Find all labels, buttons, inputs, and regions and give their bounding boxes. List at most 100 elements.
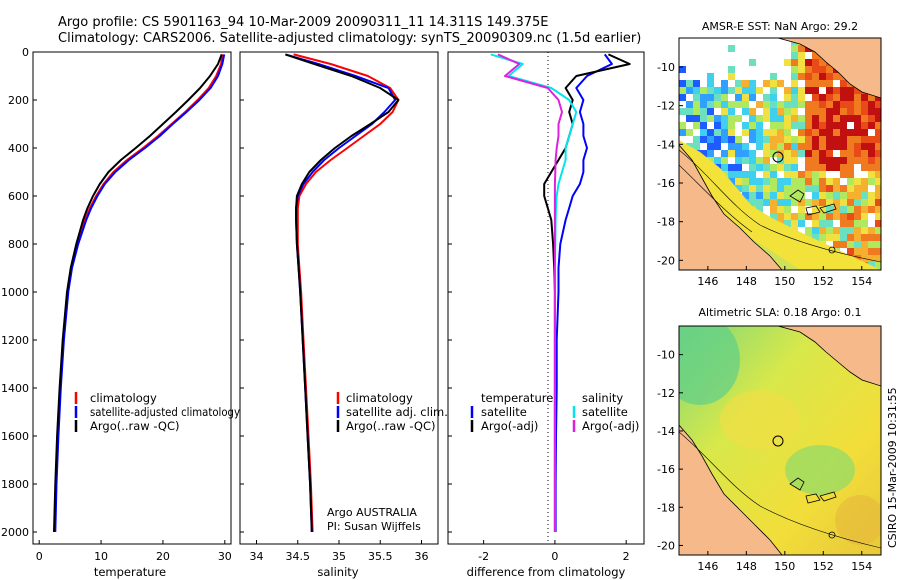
sst-cell [756, 157, 763, 164]
sst-cell [756, 143, 763, 150]
sst-cell [854, 234, 861, 241]
sst-cell [693, 115, 700, 122]
sst-cell [700, 150, 707, 157]
sst-cell [805, 115, 812, 122]
legend-label-argo: Argo(..raw -QC) [90, 419, 180, 433]
sst-cell [819, 164, 826, 171]
sst-cell [735, 80, 742, 87]
sst-cell [742, 192, 749, 199]
sst-cell [798, 66, 805, 73]
sst-cell [749, 171, 756, 178]
sst-cell [826, 164, 833, 171]
sst-cell [819, 199, 826, 206]
sst-cell [847, 199, 854, 206]
sst-cell [833, 234, 840, 241]
sst-cell [784, 150, 791, 157]
lat-tick-label: -16 [657, 463, 675, 476]
sst-cell [819, 101, 826, 108]
lon-tick-label: 152 [813, 275, 834, 288]
sst-cell [861, 136, 868, 143]
sst-cell [840, 227, 847, 234]
sst-cell [840, 87, 847, 94]
sst-cell [721, 164, 728, 171]
sst-cell [728, 171, 735, 178]
sst-cell [798, 136, 805, 143]
sst-cell [805, 122, 812, 129]
sst-cell [833, 199, 840, 206]
sst-cell [721, 87, 728, 94]
sst-cell [812, 101, 819, 108]
sst-cell [721, 157, 728, 164]
sst-cell [770, 164, 777, 171]
sst-cell [861, 122, 868, 129]
reef-outlines [789, 477, 837, 504]
sst-cell [756, 164, 763, 171]
x-tick-label: 0 [36, 550, 43, 563]
sst-cell [791, 108, 798, 115]
lon-tick-label: 150 [774, 560, 795, 573]
sst-cell [777, 206, 784, 213]
sst-cell [735, 143, 742, 150]
lon-tick-label: 154 [851, 560, 872, 573]
sst-cell [791, 66, 798, 73]
depth-tick-label: 1600 [1, 430, 29, 443]
sst-cell [819, 73, 826, 80]
sst-cell [798, 129, 805, 136]
sst-cell [700, 101, 707, 108]
sst-cell [749, 199, 756, 206]
sst-cell [770, 206, 777, 213]
temperature-xlabel: temperature [94, 565, 166, 579]
sst-cell [707, 115, 714, 122]
sst-cell [777, 80, 784, 87]
temperature-profiles [53, 54, 226, 533]
sst-cell [826, 94, 833, 101]
sst-cell [826, 150, 833, 157]
legend-title-temperature: temperature [481, 391, 553, 405]
sst-cell [847, 192, 854, 199]
sst-cell [686, 129, 693, 136]
x-tick-label: 35 [332, 550, 346, 563]
sst-cell [854, 122, 861, 129]
sst-cell [770, 73, 777, 80]
sst-map [679, 38, 881, 270]
sst-cell [826, 115, 833, 122]
x-tick-label: 36 [415, 550, 429, 563]
sst-cell [833, 101, 840, 108]
sla-high-blob [835, 495, 881, 545]
x-tick-label: -2 [478, 550, 489, 563]
sst-cell [777, 192, 784, 199]
sst-cell [875, 213, 881, 220]
sst-cell [840, 192, 847, 199]
depth-tick-labels: 0 200 400 600 800 1000 1200 1400 1600 1800 2000 [1, 46, 452, 539]
sst-cell [679, 87, 686, 94]
sst-cell [784, 199, 791, 206]
sst-cell [868, 122, 875, 129]
sst-cell [868, 150, 875, 157]
lat-tick-label: -12 [657, 387, 675, 400]
sst-cell [777, 101, 784, 108]
sla-low-blob [785, 445, 855, 495]
sst-cell [826, 220, 833, 227]
sst-cell [854, 255, 861, 262]
sst-cell [791, 122, 798, 129]
sst-cell [840, 150, 847, 157]
sst-cell [784, 101, 791, 108]
sst-cell [840, 241, 847, 248]
sst-cell [763, 101, 770, 108]
sst-cell [840, 136, 847, 143]
legend-label-sal-satellite: satellite [582, 405, 628, 419]
sst-cell [875, 108, 881, 115]
sla-lon-ticks: 146 148 150 152 154 [697, 551, 872, 573]
sst-cell [756, 178, 763, 185]
sst-cell [700, 122, 707, 129]
lon-tick-label: 146 [697, 275, 718, 288]
sst-cell [714, 94, 721, 101]
sst-cell [742, 150, 749, 157]
salinity-xlabel: salinity [317, 565, 358, 579]
sst-cell [693, 136, 700, 143]
sst-cell [749, 192, 756, 199]
sst-cell [798, 52, 805, 59]
sst-cell [819, 129, 826, 136]
sst-cell [770, 192, 777, 199]
